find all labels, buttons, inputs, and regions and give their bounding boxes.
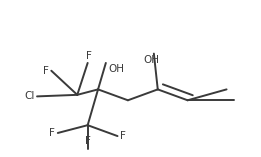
- Text: F: F: [120, 131, 126, 141]
- Text: OH: OH: [108, 65, 124, 74]
- Text: F: F: [86, 51, 92, 61]
- Text: F: F: [43, 66, 49, 76]
- Text: F: F: [85, 136, 91, 146]
- Text: Cl: Cl: [24, 91, 34, 101]
- Text: OH: OH: [143, 55, 159, 65]
- Text: F: F: [49, 128, 55, 138]
